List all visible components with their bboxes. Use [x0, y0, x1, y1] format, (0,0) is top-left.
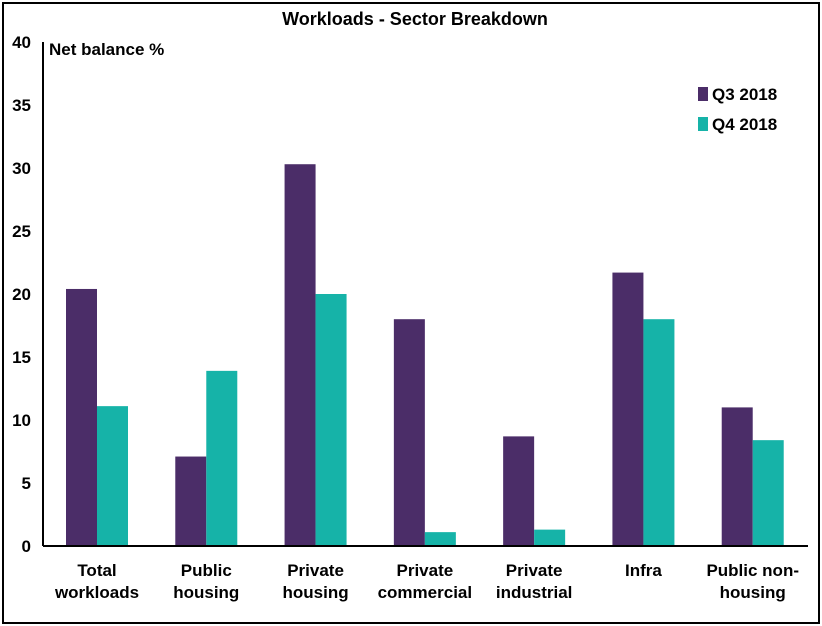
bar-q3-5	[503, 436, 535, 546]
y-tick-label: 30	[12, 159, 31, 178]
bar-q4-1	[97, 406, 128, 546]
x-tick-label: Private commercial	[378, 561, 473, 602]
bar-q3-2	[175, 456, 207, 546]
y-ticks-group: 0 5 10 15 20 25 30 35 40	[12, 33, 31, 556]
bars-group	[66, 164, 784, 546]
bar-q3-6	[612, 272, 644, 546]
y-tick-label: 20	[12, 285, 31, 304]
x-tick-label: Infra	[625, 561, 662, 580]
x-tick-label: Private housing	[283, 561, 349, 602]
x-tick-label: Public non-housing	[706, 561, 799, 602]
legend-swatch-2	[698, 117, 708, 131]
y-tick-label: 35	[12, 96, 31, 115]
bar-q3-7	[721, 407, 753, 546]
y-tick-label: 25	[12, 222, 31, 241]
bar-q4-2	[206, 370, 238, 546]
bar-q4-7	[752, 440, 784, 546]
y-tick-label: 15	[12, 348, 31, 367]
x-tick-label: Private industrial	[496, 561, 573, 602]
x-tick-label: Public housing	[173, 561, 239, 602]
x-tick-label: Total workloads	[54, 561, 139, 602]
chart-title: Workloads - Sector Breakdown	[282, 9, 548, 29]
legend-swatch-1	[698, 87, 708, 101]
bar-q4-3	[315, 294, 347, 546]
y-tick-label: 10	[12, 411, 31, 430]
legend-label-1: Q3 2018	[712, 85, 777, 104]
x-labels-group: Total workloads Public housing Private housin…	[54, 561, 799, 602]
y-axis-label: Net balance %	[49, 40, 164, 59]
axes-group	[42, 42, 808, 547]
bar-q4-5	[534, 529, 566, 546]
bar-q4-6	[643, 319, 675, 546]
bar-q3-4	[393, 319, 425, 546]
y-tick-label: 40	[12, 33, 31, 52]
legend-label-2: Q4 2018	[712, 115, 777, 134]
y-tick-label: 0	[22, 537, 31, 556]
bar-q3-1	[66, 288, 97, 546]
bar-q4-4	[424, 532, 456, 546]
y-tick-label: 5	[22, 474, 31, 493]
legend: Q3 2018 Q4 2018	[698, 85, 777, 134]
bar-q3-3	[284, 164, 316, 546]
